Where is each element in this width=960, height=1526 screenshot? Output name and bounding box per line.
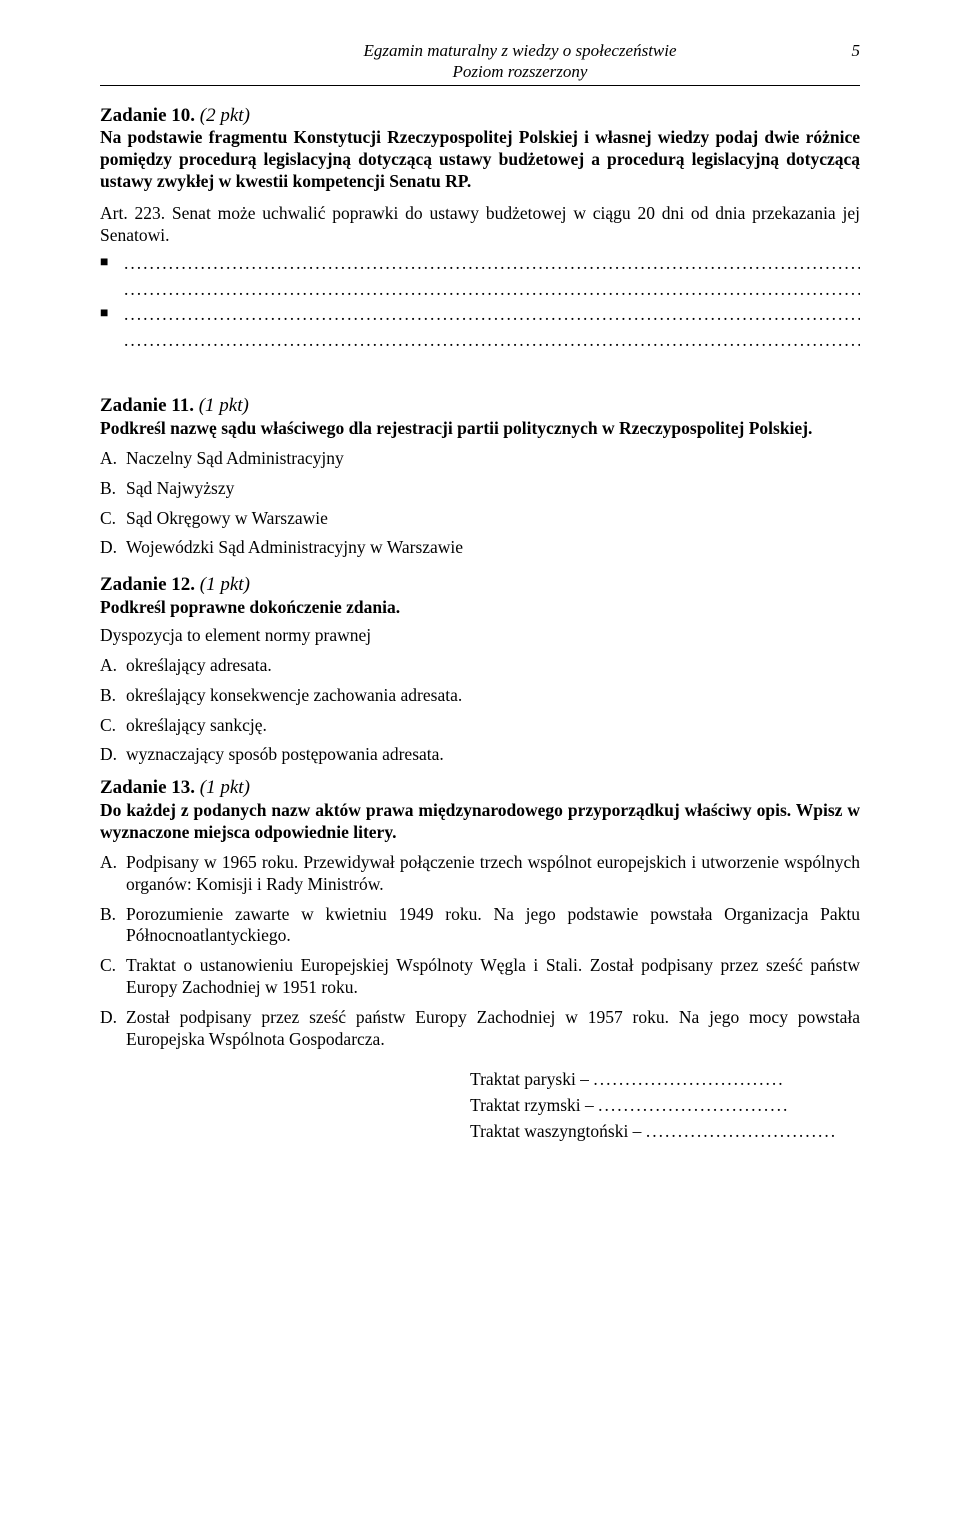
option-text: Sąd Najwyższy	[126, 478, 860, 500]
option-letter: C.	[100, 508, 126, 530]
task12-option-c[interactable]: C. określający sankcję.	[100, 715, 860, 737]
answer-dots: ..............................	[593, 1069, 784, 1089]
header-title-line2: Poziom rozszerzony	[453, 62, 588, 81]
task12-option-b[interactable]: B. określający konsekwencje zachowania a…	[100, 685, 860, 707]
page: Egzamin maturalny z wiedzy o społeczeńst…	[0, 0, 960, 1526]
task12-prompt: Podkreśl poprawne dokończenie zdania.	[100, 597, 860, 619]
task10-title-points: (2 pkt)	[200, 105, 250, 126]
task13-prompt: Do każdej z podanych nazw aktów prawa mi…	[100, 800, 860, 844]
option-letter: C.	[100, 955, 126, 999]
task12-stem: Dyspozycja to element normy prawnej	[100, 625, 860, 647]
answer-dots: ..............................	[598, 1095, 789, 1115]
task11-prompt: Podkreśl nazwę sądu właściwego dla rejes…	[100, 418, 860, 440]
task12-title-points: (1 pkt)	[200, 574, 250, 595]
answer-label: Traktat waszyngtoński –	[470, 1121, 646, 1141]
answer-line[interactable]: ........................................…	[124, 253, 860, 275]
answer-line[interactable]: ........................................…	[124, 304, 860, 326]
option-letter: A.	[100, 448, 126, 470]
task12-options: A. określający adresata. B. określający …	[100, 655, 860, 767]
option-text: Naczelny Sąd Administracyjny	[126, 448, 860, 470]
header-title-line1: Egzamin maturalny z wiedzy o społeczeńst…	[363, 41, 676, 60]
option-text: Traktat o ustanowieniu Europejskiej Wspó…	[126, 955, 860, 999]
task13-option-b: B. Porozumienie zawarte w kwietniu 1949 …	[100, 904, 860, 948]
task13-answer-row[interactable]: Traktat waszyngtoński – ................…	[470, 1121, 860, 1143]
task10-bullet: ■ ......................................…	[100, 304, 860, 326]
task11-option-a[interactable]: A. Naczelny Sąd Administracyjny	[100, 448, 860, 470]
task10-bullet: ■ ......................................…	[100, 253, 860, 275]
task12-option-a[interactable]: A. określający adresata.	[100, 655, 860, 677]
option-text: określający konsekwencje zachowania adre…	[126, 685, 860, 707]
option-text: Został podpisany przez sześć państw Euro…	[126, 1007, 860, 1051]
task10-bullet-line2: ........................................…	[100, 279, 860, 301]
task11-title: Zadanie 11. (1 pkt)	[100, 394, 860, 418]
option-letter: B.	[100, 685, 126, 707]
task11-options: A. Naczelny Sąd Administracyjny B. Sąd N…	[100, 448, 860, 560]
task13-answer-row[interactable]: Traktat paryski – ......................…	[470, 1069, 860, 1091]
task10-bullet-line2: ........................................…	[100, 330, 860, 352]
option-letter: D.	[100, 1007, 126, 1051]
bullet-icon: ■	[100, 253, 124, 275]
task11-option-c[interactable]: C. Sąd Okręgowy w Warszawie	[100, 508, 860, 530]
bullet-spacer	[100, 330, 124, 352]
task10-article: Art. 223. Senat może uchwalić poprawki d…	[100, 203, 860, 247]
answer-dots: ..............................	[646, 1121, 837, 1141]
task10-prompt: Na podstawie fragmentu Konstytucji Rzecz…	[100, 127, 860, 193]
header-title: Egzamin maturalny z wiedzy o społeczeńst…	[240, 40, 800, 83]
answer-line[interactable]: ........................................…	[124, 330, 860, 352]
option-letter: A.	[100, 852, 126, 896]
header-spacer	[100, 40, 240, 83]
option-letter: B.	[100, 904, 126, 948]
option-text: Podpisany w 1965 roku. Przewidywał połąc…	[126, 852, 860, 896]
option-letter: C.	[100, 715, 126, 737]
task13-title-points: (1 pkt)	[200, 777, 250, 798]
task13-options: A. Podpisany w 1965 roku. Przewidywał po…	[100, 852, 860, 1051]
task11-option-b[interactable]: B. Sąd Najwyższy	[100, 478, 860, 500]
task10-title: Zadanie 10. (2 pkt)	[100, 104, 860, 128]
task13-answers: Traktat paryski – ......................…	[470, 1069, 860, 1143]
task13-option-a: A. Podpisany w 1965 roku. Przewidywał po…	[100, 852, 860, 896]
option-text: wyznaczający sposób postępowania adresat…	[126, 744, 860, 766]
answer-label: Traktat paryski –	[470, 1069, 593, 1089]
option-letter: D.	[100, 537, 126, 559]
task10-title-bold: Zadanie 10.	[100, 105, 200, 126]
task12-title-bold: Zadanie 12.	[100, 574, 200, 595]
task11-option-d[interactable]: D. Wojewódzki Sąd Administracyjny w Wars…	[100, 537, 860, 559]
option-letter: B.	[100, 478, 126, 500]
page-number: 5	[800, 40, 860, 83]
option-text: Wojewódzki Sąd Administracyjny w Warszaw…	[126, 537, 860, 559]
option-letter: A.	[100, 655, 126, 677]
task11-title-bold: Zadanie 11.	[100, 395, 199, 416]
option-text: określający adresata.	[126, 655, 860, 677]
option-text: Porozumienie zawarte w kwietniu 1949 rok…	[126, 904, 860, 948]
task11-title-points: (1 pkt)	[199, 395, 249, 416]
task10-answer-lines: ■ ......................................…	[100, 253, 860, 353]
answer-line[interactable]: ........................................…	[124, 279, 860, 301]
page-header: Egzamin maturalny z wiedzy o społeczeńst…	[100, 40, 860, 86]
task12-option-d[interactable]: D. wyznaczający sposób postępowania adre…	[100, 744, 860, 766]
option-text: Sąd Okręgowy w Warszawie	[126, 508, 860, 530]
bullet-spacer	[100, 279, 124, 301]
task13-title-bold: Zadanie 13.	[100, 777, 200, 798]
option-letter: D.	[100, 744, 126, 766]
task13-answer-row[interactable]: Traktat rzymski – ......................…	[470, 1095, 860, 1117]
bullet-icon: ■	[100, 304, 124, 326]
task13-option-c: C. Traktat o ustanowieniu Europejskiej W…	[100, 955, 860, 999]
task12-title: Zadanie 12. (1 pkt)	[100, 573, 860, 597]
task13-title: Zadanie 13. (1 pkt)	[100, 776, 860, 800]
option-text: określający sankcję.	[126, 715, 860, 737]
answer-label: Traktat rzymski –	[470, 1095, 598, 1115]
task13-option-d: D. Został podpisany przez sześć państw E…	[100, 1007, 860, 1051]
